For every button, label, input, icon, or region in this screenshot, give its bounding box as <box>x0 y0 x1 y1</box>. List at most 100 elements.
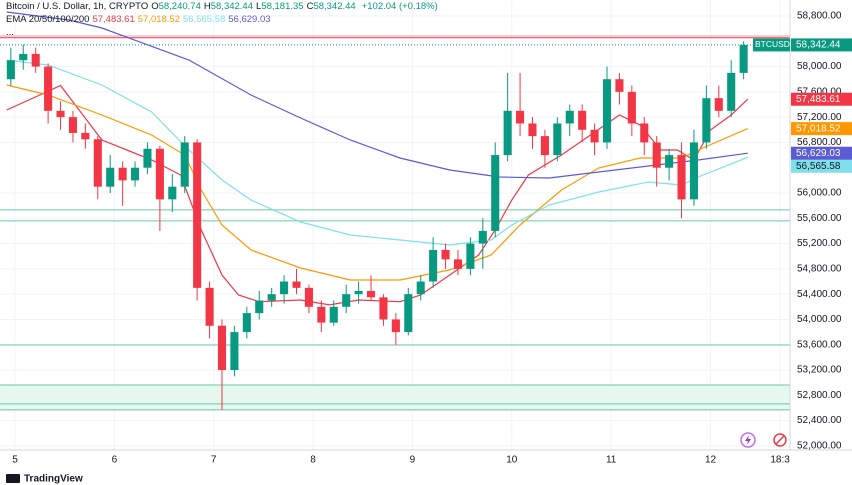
candle-body <box>31 53 40 67</box>
candle-body <box>516 110 525 124</box>
alert-icon <box>745 435 751 445</box>
price-box <box>791 146 852 160</box>
candle-body <box>429 249 438 282</box>
candle-body <box>304 287 313 307</box>
symbol-row: Bitcoin / U.S. Dollar, 1h, CRYPTO O58,240… <box>6 0 441 13</box>
plot <box>0 11 790 411</box>
x-tick-label: 6 <box>112 455 118 466</box>
y-tick-label: 57,600.00 <box>797 86 842 97</box>
settings-icon[interactable] <box>773 433 787 447</box>
candle-body <box>528 123 537 137</box>
price-label: 57,483.61 <box>796 94 841 105</box>
candle-body <box>615 79 624 92</box>
candle-body <box>193 142 202 288</box>
ohlc-key: H <box>203 1 211 12</box>
candle-body <box>677 155 686 200</box>
symbol-box <box>753 38 790 52</box>
candle-body <box>441 249 450 260</box>
candle-body <box>578 110 587 130</box>
candle-body <box>131 167 140 181</box>
candle-body <box>155 148 164 200</box>
candle-body <box>354 291 363 295</box>
legend: Bitcoin / U.S. Dollar, 1h, CRYPTO O58,240… <box>6 0 441 39</box>
y-tick-label: 55,600.00 <box>797 213 842 224</box>
candle-body <box>56 110 65 118</box>
candle-body <box>19 53 28 61</box>
x-tick-label: 11 <box>606 455 617 466</box>
change: +102.04 (+0.18%) <box>361 1 438 12</box>
x-tick-label: 12 <box>705 455 717 466</box>
price-label: 56,565.58 <box>796 161 841 172</box>
candle-body <box>68 117 77 133</box>
candle-body <box>379 297 388 320</box>
ohlc-value: 58,181.35 <box>261 1 304 12</box>
more[interactable]: ... <box>6 27 14 38</box>
price-box <box>791 122 852 136</box>
candle-body <box>230 332 239 371</box>
candle-body <box>205 287 214 326</box>
candle-body <box>44 66 53 111</box>
candle-body <box>118 167 127 181</box>
axes: 58,800.00 58,000.00 57,600.00 57,200.00 56,8… <box>12 11 852 466</box>
candle-body <box>590 129 599 143</box>
candle-body <box>540 136 549 156</box>
y-tick-label: 54,400.00 <box>797 289 842 300</box>
price-box <box>791 159 852 173</box>
candle-body <box>714 98 723 111</box>
ohlc-key: O <box>151 1 159 12</box>
candle-body <box>106 167 115 187</box>
symbol: Bitcoin / U.S. Dollar, 1h, CRYPTO <box>6 1 149 12</box>
ema-line <box>6 84 749 306</box>
y-tick-label: 54,800.00 <box>797 264 842 275</box>
ema-line <box>6 11 748 179</box>
candle-body <box>217 325 227 371</box>
price-box <box>791 38 852 52</box>
x-tick-label: 9 <box>410 455 416 466</box>
y-tick-label: 52,000.00 <box>797 441 842 452</box>
grid <box>0 0 790 450</box>
x-tick-label: 10 <box>506 455 518 466</box>
ohlc-value: 58,342.44 <box>313 1 356 12</box>
candle-body <box>627 91 636 124</box>
candle-body <box>640 123 649 143</box>
candle-body <box>366 291 376 298</box>
y-tick-label: 56,800.00 <box>797 137 842 148</box>
price-box <box>791 92 852 106</box>
candle-body <box>317 306 326 323</box>
candle-body <box>292 281 301 288</box>
ema-value: 56,565.58 <box>183 14 226 25</box>
price-label: 58,342.44 <box>796 40 841 51</box>
candle-body <box>491 155 500 231</box>
ema-value: 57,483.61 <box>92 14 135 25</box>
candle-body <box>242 313 251 333</box>
candle-body <box>453 259 463 269</box>
candle-body <box>391 319 400 333</box>
candle-body <box>652 142 661 168</box>
ohlc-value: 58,240.74 <box>158 1 201 12</box>
candle-body <box>6 60 15 80</box>
candle-body <box>602 79 612 143</box>
candle-body <box>267 294 276 301</box>
candle-body <box>416 281 425 295</box>
y-tick-label: 55,200.00 <box>797 238 842 249</box>
candle-body <box>143 148 152 168</box>
candle-body <box>81 132 90 140</box>
candle-body <box>727 72 736 111</box>
y-tick-label: 58,000.00 <box>797 61 842 72</box>
price-label: 57,018.52 <box>796 123 841 134</box>
ema-value: 57,018.52 <box>137 14 180 25</box>
logo-icon <box>6 474 20 483</box>
y-tick-label: 52,400.00 <box>797 415 842 426</box>
ohlc: O58,240.74 H58,342.44 L58,181.35 C58,342.44 <box>151 1 359 12</box>
y-tick-label: 58,800.00 <box>797 11 842 22</box>
candle-body <box>168 186 177 200</box>
logo: TradingView <box>24 474 83 485</box>
candle-body <box>342 294 351 307</box>
candle-body <box>689 142 698 200</box>
candle-body <box>329 306 338 323</box>
candle-body <box>280 281 289 295</box>
candle-body <box>565 110 574 124</box>
x-tick-label: 5 <box>12 455 18 466</box>
